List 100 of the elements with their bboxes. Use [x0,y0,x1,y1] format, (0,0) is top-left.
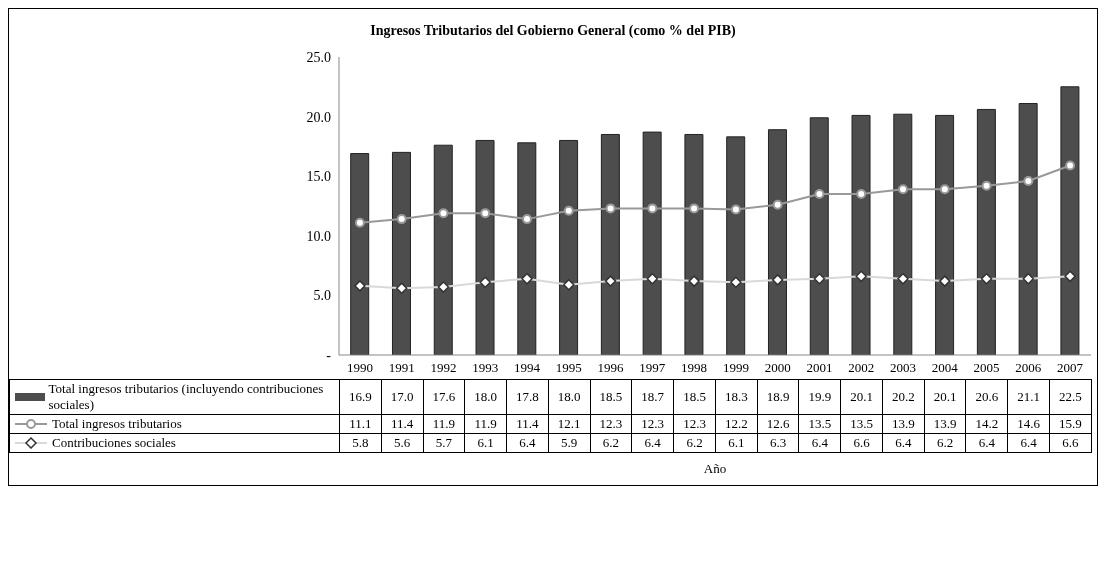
x-tick-label: 2000 [764,360,791,376]
data-label: 6.2 [673,433,716,453]
point [1023,175,1034,186]
text: Año [702,461,728,477]
point [647,203,658,214]
point [939,184,950,195]
x-tick-label: 1990 [346,360,373,376]
data-label: 11.9 [423,414,465,434]
data-label: 13.5 [840,414,883,434]
point [1065,160,1076,171]
x-tick-label: 2003 [890,360,916,376]
x-tick-label: 1993 [472,360,499,376]
point [856,189,867,200]
data-label: 6.4 [882,433,925,453]
data-label: 5.6 [381,433,424,453]
point [814,189,825,200]
point [772,199,783,210]
bar [642,131,662,355]
y-tick-label: 10.0 [306,228,331,244]
point [354,217,365,228]
bar [1060,86,1080,355]
data-label: 21.1 [1007,379,1050,415]
point [563,205,574,216]
point [730,204,741,215]
data-label: 6.2 [590,433,632,453]
point [521,272,533,285]
x-tick-label: 1992 [430,360,457,376]
legend-label: Total ingresos tributarios (incluyendo contribuciones sociales) [48,381,325,413]
data-label: 18.9 [757,379,799,415]
data-label: 6.1 [715,433,758,453]
point [688,275,700,287]
bar [851,114,871,355]
point [396,214,407,225]
y-tick-label: 15.0 [306,169,331,185]
point [437,281,450,293]
data-label: 15.9 [1049,414,1092,434]
bar [684,133,704,355]
point [897,272,909,285]
data-label: 20.6 [965,379,1008,415]
data-label: 13.5 [798,414,841,434]
bar [1018,102,1038,355]
x-tick-label: 1994 [514,360,541,376]
point [855,270,867,283]
data-label: 12.3 [590,414,632,434]
point [480,208,491,219]
bar [350,153,370,355]
point [730,276,742,289]
data-label: 13.9 [924,414,966,434]
point [438,208,449,219]
point [479,276,491,289]
y-tick-label: 5.0 [313,288,331,304]
data-label: 11.4 [506,414,549,434]
data-label: 11.1 [339,414,382,434]
bar [600,133,620,355]
data-label: 17.0 [381,379,424,415]
bar [726,136,746,355]
data-label: 12.6 [757,414,799,434]
bar [767,129,787,355]
data-label: 6.4 [1007,433,1050,453]
y-tick-label: 25.0 [306,49,331,65]
data-label: 19.9 [798,379,841,415]
point [1064,270,1076,283]
data-label: 6.2 [924,433,966,453]
point [604,275,617,287]
data-label: 16.9 [339,379,382,415]
data-label: 14.6 [1007,414,1050,434]
x-tick-label: 1999 [722,360,749,376]
x-tick-label: 1991 [388,360,415,376]
data-label: 5.8 [339,433,382,453]
point [395,282,408,294]
point [981,180,992,191]
bar [517,142,537,355]
data-label: 6.4 [631,433,674,453]
legend-label: Contribuciones sociales [52,435,176,451]
x-tick-label: 2006 [1015,360,1042,376]
point [898,184,908,195]
x-tick-label: 2002 [848,360,875,376]
x-tick-label: 2005 [973,360,1000,376]
data-label: 6.1 [464,433,507,453]
bar [559,139,579,355]
data-label: 17.8 [506,379,549,415]
bar [391,151,411,355]
point [646,272,659,285]
point [980,272,993,285]
data-label: 5.7 [423,433,465,453]
data-label: 18.5 [590,379,632,415]
data-label: 5.9 [548,433,591,453]
data-label: 12.1 [548,414,591,434]
point [563,278,575,291]
point [813,272,826,285]
data-label: 6.4 [965,433,1008,453]
data-label: 20.2 [882,379,925,415]
data-label: 6.3 [757,433,799,453]
bar [475,139,495,355]
x-tick-label: 2004 [931,360,959,376]
data-label: 18.7 [631,379,674,415]
data-label: 13.9 [882,414,925,434]
x-tick-label: 1998 [681,360,708,376]
data-label: 22.5 [1049,379,1092,415]
bar [433,144,453,355]
